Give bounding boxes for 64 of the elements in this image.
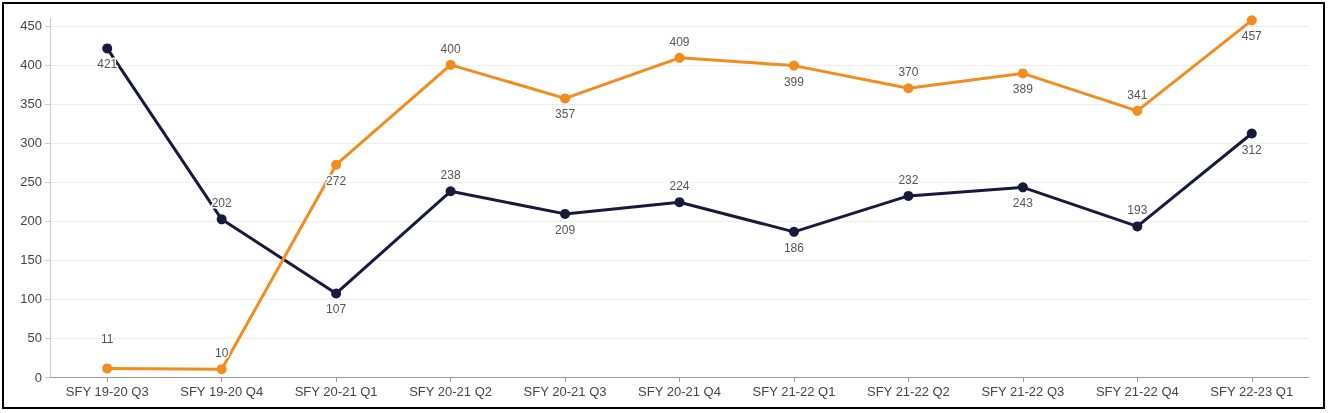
point [102,43,113,54]
point [1246,15,1257,26]
y-tick-label: 350 [20,96,42,112]
x-tick-label: SFY 20-21 Q4 [638,384,721,399]
y-tick-label: 150 [20,252,42,268]
x-tick-label: SFY 20-21 Q3 [523,384,607,399]
x-tick-label: SFY 21-22 Q4 [1095,384,1179,399]
point [1017,68,1028,79]
y-tick-label: 50 [27,330,42,346]
point [788,226,799,237]
point [674,52,685,63]
point [1017,182,1028,193]
point [445,186,456,197]
data-label: 312 [1241,142,1263,157]
data-label: 399 [783,74,805,89]
y-tick-label: 100 [20,291,42,307]
data-label: 400 [440,41,461,56]
data-label: 409 [669,34,690,49]
data-label: 243 [1012,196,1034,211]
y-tick-label: 250 [20,174,42,190]
data-label: 232 [898,172,919,187]
point [216,364,227,375]
x-tick-label: SFY 19-20 Q4 [180,384,264,399]
point [1246,128,1257,139]
y-tick-label: 0 [34,369,42,385]
point [1132,105,1143,116]
point [788,60,799,71]
data-label: 357 [555,107,576,122]
data-label: 370 [898,65,919,80]
point [445,59,456,70]
point [560,93,571,104]
x-tick-label: SFY 21-22 Q1 [752,384,836,399]
data-label: 224 [669,179,690,194]
data-label: 202 [211,196,233,211]
x-tick-label: SFY 20-21 Q1 [294,384,378,399]
data-label: 107 [326,302,347,317]
point [903,190,914,201]
data-label: 341 [1127,87,1148,102]
y-tick-label: 400 [20,57,42,73]
point [216,214,227,225]
x-tick-label: SFY 19-20 Q3 [65,384,149,399]
data-label: 209 [555,222,576,237]
data-label: 10 [215,346,229,361]
point [560,208,571,219]
data-label: 389 [1012,82,1034,97]
x-tick-label: SFY 21-22 Q3 [981,384,1065,399]
data-label: 238 [440,168,461,183]
point [331,288,342,299]
x-tick-label: SFY 22-23 Q1 [1210,384,1294,399]
data-label: 11 [100,332,114,347]
x-tick-label: SFY 21-22 Q2 [866,384,950,399]
x-tick-label: SFY 20-21 Q2 [409,384,493,399]
point [1132,221,1143,232]
data-label: 186 [783,240,805,255]
data-label: 421 [97,57,118,72]
y-tick-label: 300 [20,135,42,151]
y-tick-label: 200 [20,213,42,229]
point [903,83,914,94]
point [102,363,113,374]
point [674,197,685,208]
y-tick-label: 450 [20,18,42,34]
data-label: 193 [1127,203,1148,218]
point [331,159,342,170]
data-label: 457 [1241,29,1263,44]
